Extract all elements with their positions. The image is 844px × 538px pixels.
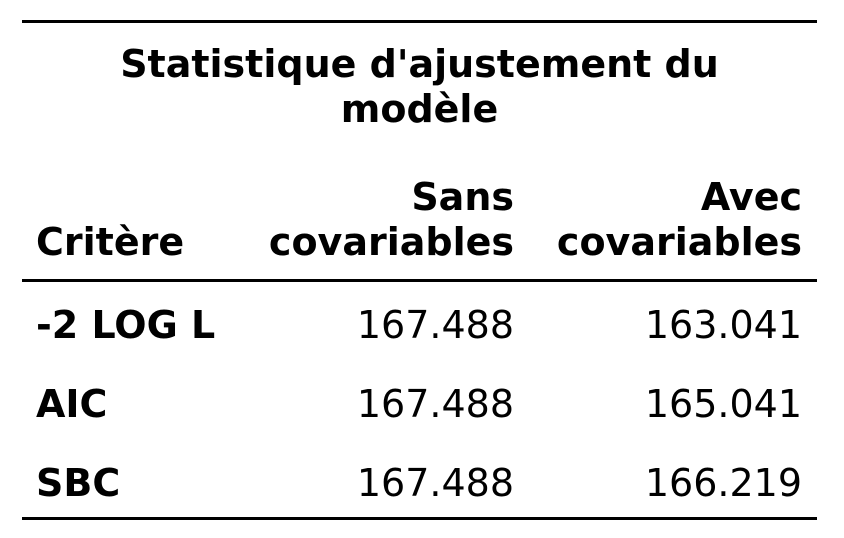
column-header-sans-line-1: Sans — [411, 175, 514, 219]
cell-avec-covariables: 166.219 — [644, 461, 802, 505]
column-header-critere: Critère — [36, 220, 184, 265]
cell-avec-covariables: 163.041 — [644, 303, 802, 347]
table-bottom-rule — [22, 517, 817, 520]
cell-sans-covariables: 167.488 — [356, 382, 514, 426]
table-row: SBC 167.488 166.219 — [0, 461, 844, 506]
cell-sans-covariables: 167.488 — [356, 461, 514, 505]
row-label: AIC — [36, 382, 108, 426]
column-header-sans-line-2: covariables — [268, 220, 514, 264]
table-top-rule — [22, 20, 817, 23]
row-label: SBC — [36, 461, 121, 505]
table-row: -2 LOG L 167.488 163.041 — [0, 303, 844, 348]
table-header-rule — [22, 279, 817, 282]
table-title-line-1: Statistique d'ajustement du — [120, 42, 719, 86]
table-row: AIC 167.488 165.041 — [0, 382, 844, 427]
column-header-sans-covariables: Sans covariables — [250, 175, 514, 265]
column-header-avec-line-2: covariables — [556, 220, 802, 264]
column-header-avec-covariables: Avec covariables — [530, 175, 802, 265]
table-title-line-2: modèle — [340, 87, 499, 131]
table-title: Statistique d'ajustement du modèle — [22, 42, 817, 132]
row-label: -2 LOG L — [36, 303, 216, 347]
cell-sans-covariables: 167.488 — [356, 303, 514, 347]
column-header-critere-label: Critère — [36, 220, 185, 264]
column-header-avec-line-1: Avec — [700, 175, 802, 219]
cell-avec-covariables: 165.041 — [644, 382, 802, 426]
